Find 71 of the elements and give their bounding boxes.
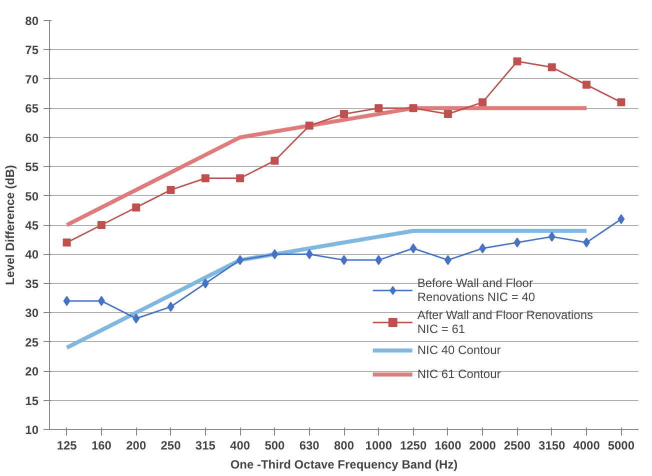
- point: [478, 98, 487, 106]
- y-tick-label: 40: [25, 248, 39, 262]
- point: [132, 313, 140, 324]
- y-tick-label: 25: [25, 335, 39, 350]
- x-axis-title: One -Third Octave Frequency Band (Hz): [230, 458, 458, 472]
- point: [340, 110, 348, 118]
- x-tick-label: 630: [299, 438, 320, 452]
- point: [513, 57, 522, 66]
- point: [410, 243, 417, 254]
- y-tick-label: 80: [25, 14, 39, 28]
- x-tick-label: 125: [56, 438, 78, 452]
- legend-label: After Wall and Floor Renovations NIC = 61: [417, 308, 593, 336]
- y-tick-label: 10: [25, 423, 39, 437]
- point: [306, 249, 313, 260]
- point: [583, 238, 590, 248]
- point: [514, 238, 521, 248]
- x-tick-label: 1600: [434, 438, 462, 452]
- x-tick-label: 800: [334, 438, 354, 452]
- y-tick-label: 35: [25, 276, 39, 291]
- point: [409, 104, 418, 112]
- point: [202, 278, 209, 288]
- y-tick-label: 75: [25, 43, 39, 58]
- y-tick-label: 60: [25, 130, 39, 145]
- x-tick-label: 1250: [400, 438, 427, 452]
- x-tick-label: 4000: [573, 438, 600, 452]
- y-tick-label: 70: [25, 72, 39, 86]
- x-tick-label: 1000: [365, 438, 392, 452]
- x-tick-label: 5000: [608, 438, 635, 452]
- point: [98, 296, 105, 306]
- point: [582, 80, 591, 89]
- x-tick-label: 3150: [538, 438, 566, 452]
- y-tick-label: 55: [25, 160, 39, 174]
- point: [548, 232, 556, 242]
- point: [548, 63, 556, 72]
- legend-label: NIC 61 Contour: [417, 367, 501, 381]
- y-tick-label: 50: [25, 189, 39, 204]
- point: [375, 255, 382, 266]
- legend-label: NIC 40 Contour: [417, 343, 501, 357]
- point: [236, 174, 244, 182]
- x-tick-label: 2000: [469, 438, 496, 452]
- y-axis-title: Level Difference (dB): [3, 164, 18, 286]
- legend-label: Before Wall and Floor Renovations NIC = 40: [417, 276, 536, 304]
- point: [479, 243, 486, 254]
- x-tick-label: 400: [230, 438, 250, 452]
- point: [374, 104, 383, 112]
- point: [617, 98, 626, 106]
- x-tick-label: 315: [195, 438, 216, 452]
- point: [97, 221, 106, 229]
- point: [167, 302, 174, 312]
- point: [236, 255, 244, 266]
- point: [305, 122, 314, 130]
- point: [444, 255, 452, 266]
- x-tick-label: 160: [91, 438, 112, 452]
- x-tick-label: 2500: [504, 438, 531, 452]
- x-tick-label: 500: [264, 438, 286, 452]
- point: [444, 110, 452, 118]
- point: [618, 214, 625, 224]
- point: [201, 174, 210, 182]
- y-tick-label: 65: [25, 102, 39, 116]
- point: [62, 238, 71, 247]
- y-tick-label: 30: [25, 306, 39, 320]
- point: [166, 186, 175, 194]
- point: [132, 203, 140, 212]
- point: [63, 296, 70, 306]
- y-tick-label: 45: [25, 218, 39, 232]
- x-tick-label: 250: [160, 438, 182, 452]
- y-tick-label: 20: [25, 364, 39, 379]
- point: [271, 249, 278, 260]
- point: [270, 156, 279, 165]
- y-tick-label: 15: [25, 394, 39, 408]
- x-tick-label: 200: [126, 438, 146, 452]
